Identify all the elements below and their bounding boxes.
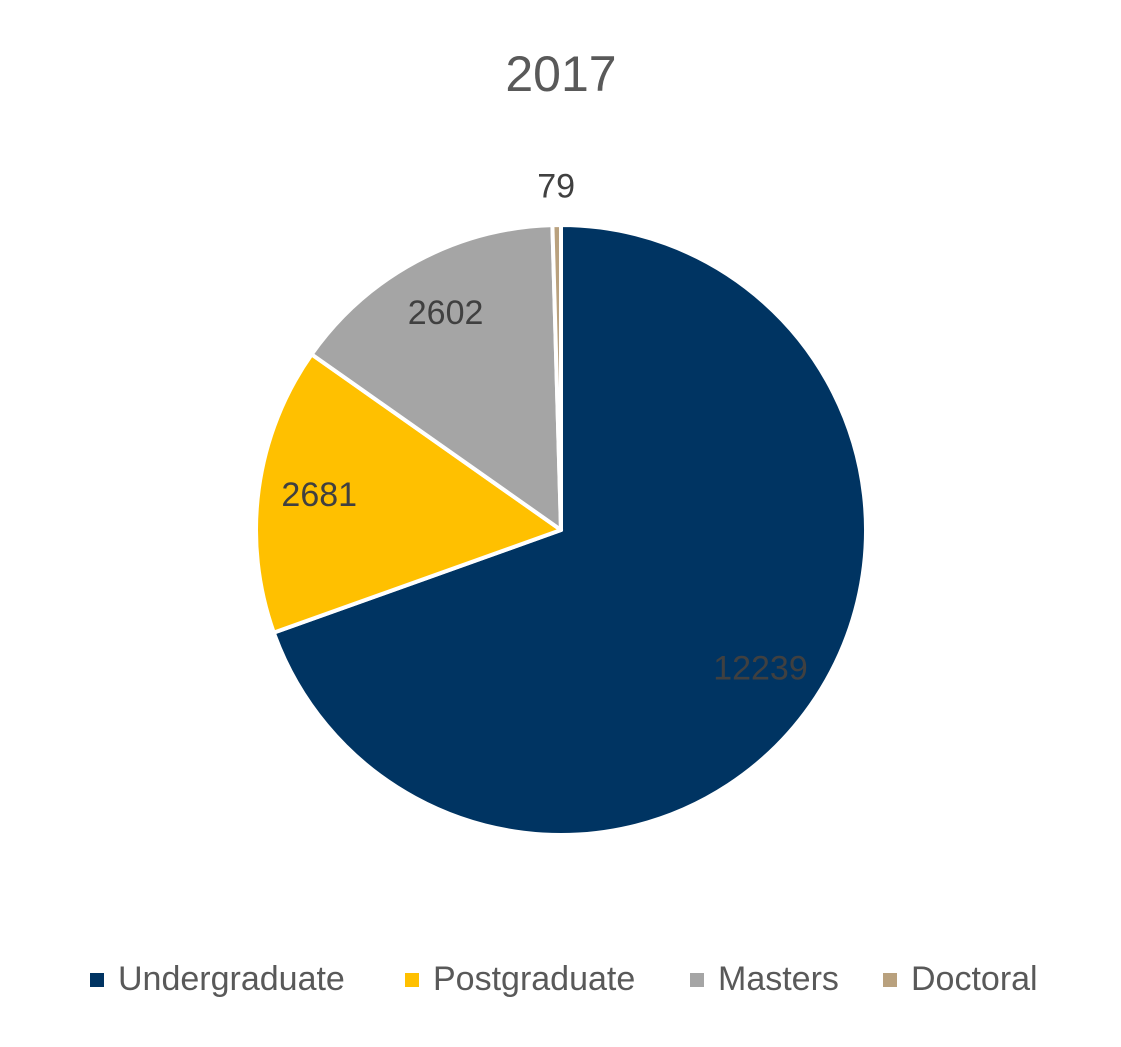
legend-swatch [405,973,419,987]
legend-label: Masters [718,960,839,998]
legend-swatch [883,973,897,987]
legend-label: Doctoral [911,960,1038,998]
pie-slice [309,223,563,532]
pie-slice [271,223,868,837]
legend-label: Postgraduate [433,960,635,998]
legend-label: Undergraduate [118,960,345,998]
data-label: 79 [537,167,575,205]
chart-title: 2017 [505,46,616,102]
data-label: 2602 [408,294,484,332]
pie-slice [550,222,563,532]
data-label: 12239 [713,650,808,688]
data-label: 2681 [281,476,357,514]
legend-swatch [690,973,704,987]
pie-slice [254,352,563,635]
legend-swatch [90,973,104,987]
